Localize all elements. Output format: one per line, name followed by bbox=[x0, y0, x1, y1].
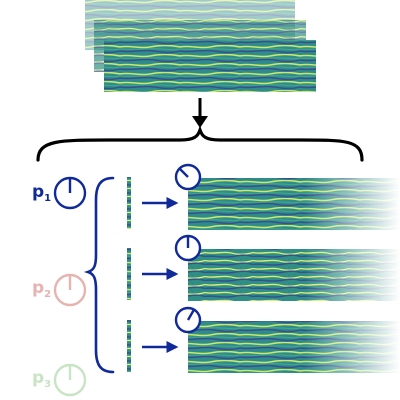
output-row-3 bbox=[127, 306, 400, 373]
param-p2: p2 bbox=[32, 273, 87, 307]
row-dial-3-icon bbox=[174, 306, 202, 334]
output-row-1 bbox=[127, 163, 400, 230]
param-p3-label: p3 bbox=[32, 368, 51, 390]
input-field-stack bbox=[85, 0, 316, 92]
param-p2-label: p2 bbox=[32, 278, 51, 300]
input-slice-2 bbox=[127, 248, 131, 300]
vertical-brace bbox=[83, 176, 115, 374]
input-field-front bbox=[104, 40, 316, 92]
param-p1: p1 bbox=[32, 176, 87, 210]
param-p3: p3 bbox=[32, 363, 87, 397]
input-slice-1 bbox=[127, 177, 131, 229]
row-dial-2-icon bbox=[174, 234, 202, 262]
param-p1-label: p1 bbox=[32, 182, 51, 204]
output-row-2 bbox=[127, 234, 400, 301]
input-slice-3 bbox=[127, 320, 131, 372]
row-dial-1-icon bbox=[174, 163, 202, 191]
horizontal-brace bbox=[36, 124, 364, 162]
down-arrow-icon bbox=[192, 98, 208, 128]
